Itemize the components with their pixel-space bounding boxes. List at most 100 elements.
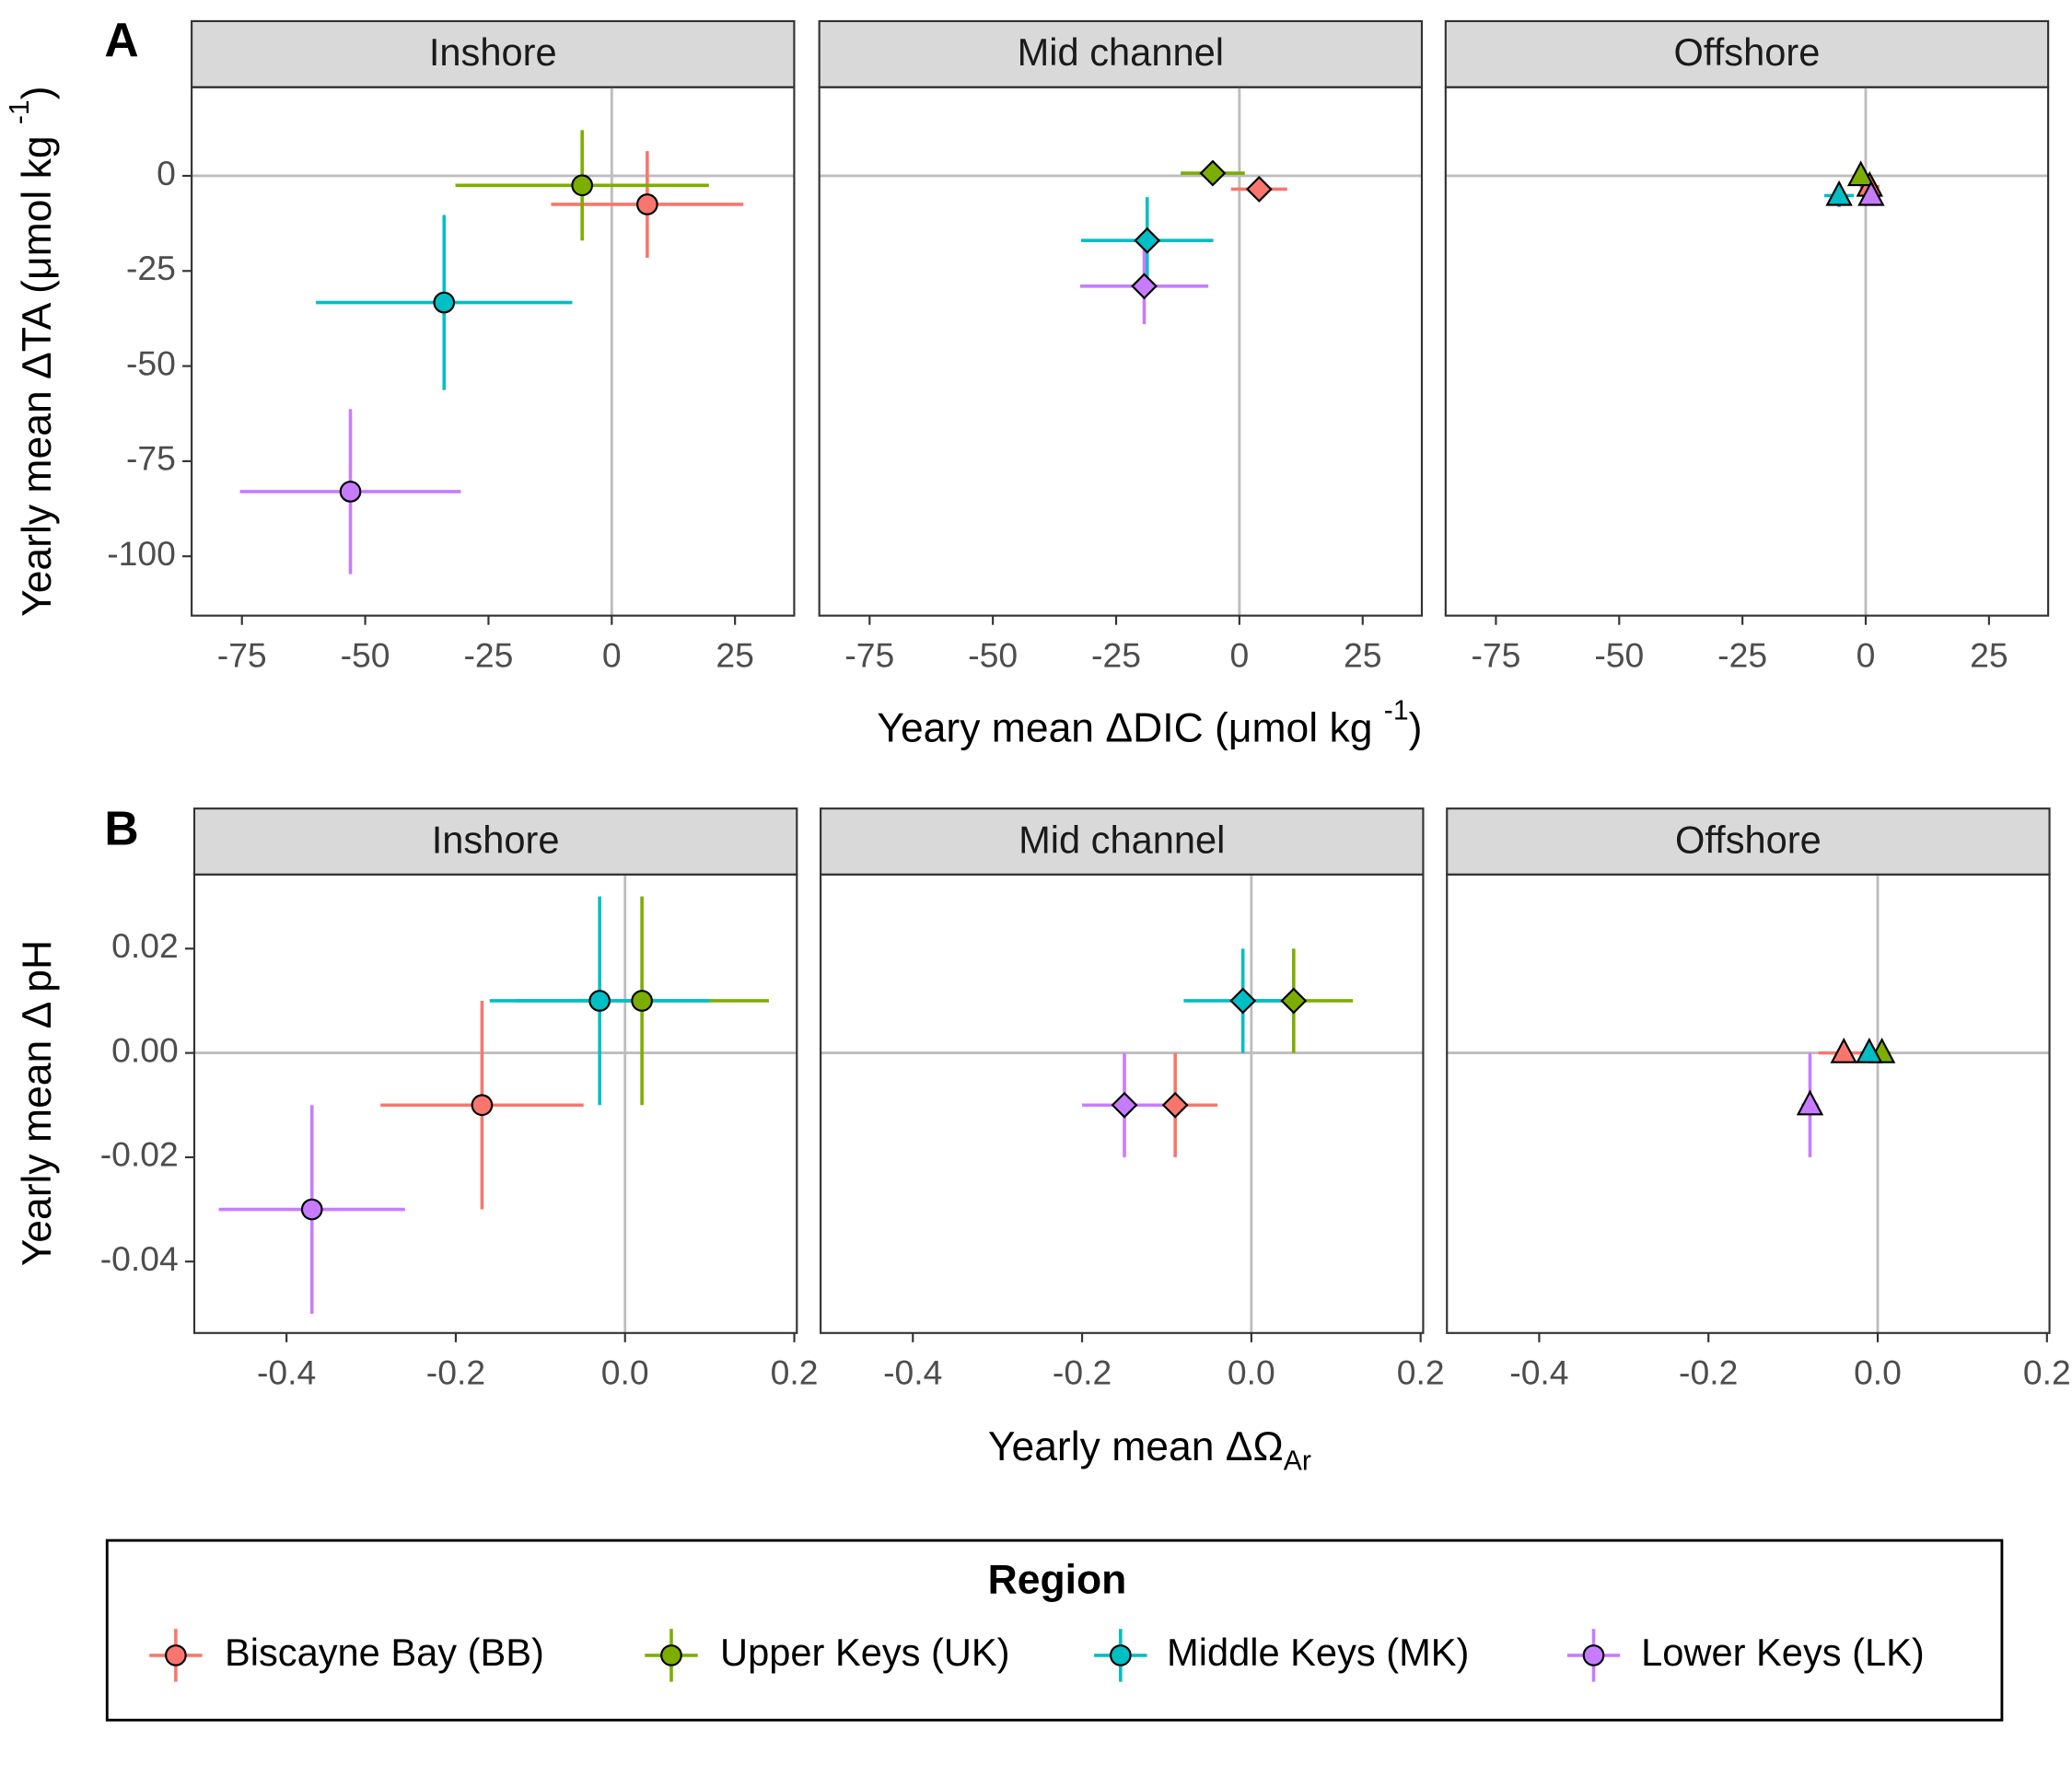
y-axis-title: Yearly mean ΔTA (μmol kg -1) bbox=[5, 86, 60, 616]
x-axis-title-sub: Ar bbox=[1284, 1446, 1311, 1476]
legend-key-point bbox=[1109, 1644, 1132, 1666]
strip-label: Mid channel bbox=[1018, 30, 1224, 74]
panel-border bbox=[192, 873, 798, 1334]
x-tick-label: 0.0 bbox=[1228, 1353, 1275, 1392]
legend-box bbox=[105, 1539, 2004, 1722]
panel-border bbox=[191, 86, 796, 617]
panel-label: A bbox=[104, 13, 138, 66]
strip-label: Offshore bbox=[1674, 30, 1821, 74]
x-tick-label: 0.0 bbox=[601, 1353, 649, 1392]
y-axis-title: Yearly mean Δ pH bbox=[15, 940, 60, 1266]
legend-label: Biscayne Bay (BB) bbox=[225, 1631, 544, 1674]
point bbox=[1856, 1037, 1883, 1063]
x-tick-label: 0 bbox=[1229, 635, 1249, 674]
y-tick-label: -75 bbox=[126, 439, 176, 478]
x-tick-label: -0.4 bbox=[257, 1353, 316, 1392]
point bbox=[1131, 273, 1158, 300]
legend-key-point bbox=[165, 1644, 187, 1666]
y-tick-label: -50 bbox=[126, 343, 176, 382]
y-tick-label: -0.02 bbox=[100, 1135, 179, 1174]
point bbox=[1199, 159, 1227, 187]
strip bbox=[1446, 807, 2051, 876]
y-axis-title-text: Yearly mean Δ pH bbox=[15, 940, 60, 1266]
y-axis-title-sup: -1 bbox=[5, 99, 35, 124]
y-tick-label: 0 bbox=[157, 154, 176, 192]
legend-title: Region bbox=[988, 1558, 1127, 1603]
x-tick-label: -25 bbox=[1091, 635, 1141, 674]
x-tick-label: -0.2 bbox=[426, 1353, 485, 1392]
x-tick-label: 0.2 bbox=[771, 1353, 819, 1392]
legend-label: Middle Keys (MK) bbox=[1167, 1631, 1469, 1674]
point bbox=[339, 481, 362, 503]
legend-key-point bbox=[1582, 1644, 1605, 1666]
x-tick-label: 0.0 bbox=[1854, 1353, 1902, 1392]
strip bbox=[818, 19, 1424, 88]
point bbox=[471, 1094, 494, 1117]
x-tick-label: -50 bbox=[341, 635, 390, 674]
x-tick-label: 0.2 bbox=[1397, 1353, 1445, 1392]
strip-label: Inshore bbox=[432, 818, 560, 861]
x-axis-title: Yearly mean ΔΩAr bbox=[988, 1424, 1311, 1477]
strip bbox=[820, 807, 1425, 876]
x-tick-label: -0.2 bbox=[1053, 1353, 1112, 1392]
x-axis-title-text: Yearly mean ΔΩ bbox=[988, 1424, 1284, 1469]
strip-label: Inshore bbox=[429, 30, 557, 74]
point bbox=[1111, 1091, 1138, 1119]
point bbox=[1229, 987, 1257, 1015]
point bbox=[1161, 1091, 1189, 1119]
x-tick-label: 0 bbox=[602, 635, 622, 674]
panel-background bbox=[192, 87, 795, 616]
panel-label: B bbox=[104, 802, 138, 855]
point bbox=[1830, 1037, 1857, 1063]
x-tick-label: 25 bbox=[1344, 635, 1381, 674]
x-axis-title: Yeary mean ΔDIC (μmol kg -1) bbox=[877, 695, 1422, 750]
y-tick-label: -0.04 bbox=[100, 1239, 179, 1278]
x-axis-title-sup: -1 bbox=[1384, 695, 1409, 726]
point bbox=[1857, 180, 1885, 206]
y-axis-title-text: Yearly mean ΔTA (μmol kg bbox=[15, 124, 60, 617]
point bbox=[571, 174, 594, 197]
point bbox=[1846, 160, 1875, 187]
panel-border bbox=[1446, 873, 2051, 1334]
strip-label: Mid channel bbox=[1019, 818, 1225, 861]
x-tick-label: -75 bbox=[217, 635, 267, 674]
y-tick-label: -100 bbox=[107, 534, 176, 573]
point bbox=[631, 990, 653, 1012]
strip bbox=[1444, 19, 2050, 88]
x-tick-label: -0.2 bbox=[1679, 1353, 1738, 1392]
point bbox=[433, 291, 456, 314]
panel-background bbox=[1447, 874, 2050, 1333]
y-tick-label: 0.00 bbox=[111, 1030, 179, 1069]
x-tick-label: 0 bbox=[1857, 635, 1876, 674]
point bbox=[1796, 1089, 1824, 1116]
x-axis-title-text: Yeary mean ΔDIC (μmol kg bbox=[877, 705, 1383, 750]
strip bbox=[192, 807, 798, 876]
y-tick-label: -25 bbox=[126, 249, 176, 287]
x-tick-label: -75 bbox=[1471, 635, 1520, 674]
panel-background bbox=[819, 87, 1422, 616]
y-axis-title-end: ) bbox=[15, 86, 60, 99]
x-tick-label: -75 bbox=[844, 635, 894, 674]
panel-border bbox=[820, 873, 1425, 1334]
x-tick-label: -25 bbox=[1717, 635, 1767, 674]
point bbox=[1134, 226, 1161, 254]
x-tick-label: 0.2 bbox=[2023, 1353, 2071, 1392]
x-tick-label: 25 bbox=[716, 635, 754, 674]
point bbox=[1825, 180, 1853, 206]
x-tick-label: -50 bbox=[968, 635, 1018, 674]
x-tick-label: -25 bbox=[463, 635, 513, 674]
point bbox=[1280, 987, 1308, 1015]
strip-label: Offshore bbox=[1675, 818, 1822, 861]
panel-background bbox=[1445, 87, 2049, 616]
legend-label: Lower Keys (LK) bbox=[1641, 1631, 1925, 1674]
legend-key-point bbox=[660, 1644, 682, 1666]
point bbox=[300, 1198, 323, 1221]
x-tick-label: -0.4 bbox=[883, 1353, 942, 1392]
point bbox=[636, 193, 658, 215]
x-tick-label: -50 bbox=[1594, 635, 1644, 674]
x-tick-label: -0.4 bbox=[1509, 1353, 1568, 1392]
y-tick-label: 0.02 bbox=[111, 926, 179, 965]
x-axis-title-end: ) bbox=[1409, 705, 1423, 750]
legend-label: Upper Keys (UK) bbox=[720, 1631, 1009, 1674]
